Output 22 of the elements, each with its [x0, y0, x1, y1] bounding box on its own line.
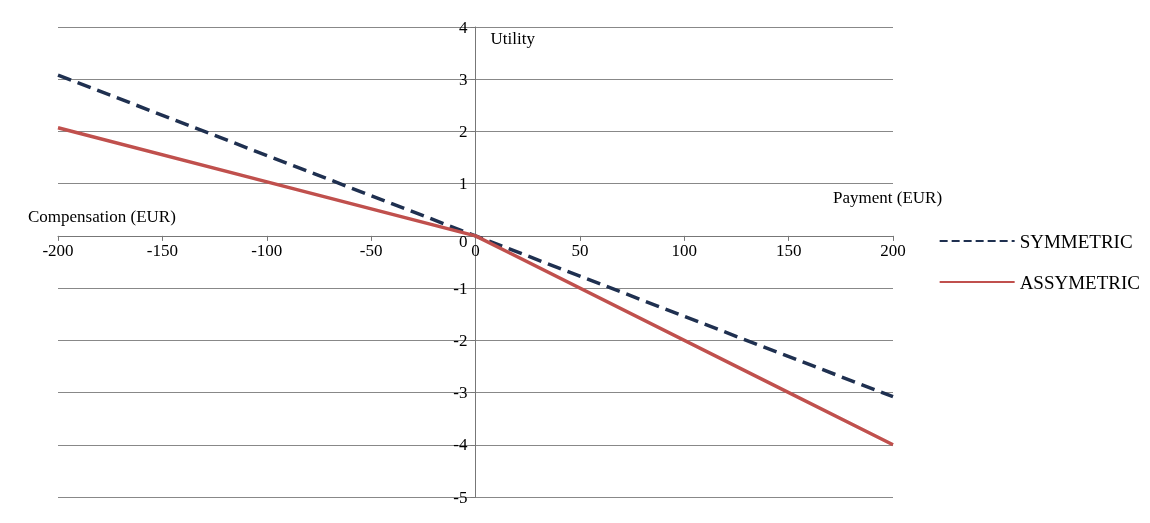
legend-label: SYMMETRIC [1019, 230, 1133, 252]
x-tick-label: -100 [251, 240, 283, 260]
y-tick-label: -4 [453, 435, 468, 455]
x-tick-label: 150 [775, 240, 802, 260]
y-tick-label: 2 [459, 121, 468, 141]
y-tick-label: 4 [459, 17, 468, 37]
annotation: Compensation (EUR) [28, 207, 176, 226]
x-tick-label: -50 [359, 240, 383, 260]
x-tick-label: 100 [671, 240, 697, 260]
y-tick-label: -1 [453, 278, 468, 298]
x-tick-label: 200 [880, 240, 906, 260]
x-tick-label: 50 [571, 240, 589, 260]
y-tick-label: -2 [453, 330, 468, 350]
y-tick-label: -5 [453, 487, 468, 507]
x-tick-label: -200 [42, 240, 74, 260]
legend-label: ASSYMETRIC [1019, 271, 1140, 293]
x-axis-title: Payment (EUR) [833, 187, 943, 207]
y-tick-label: -3 [453, 383, 468, 403]
y-tick-label: 3 [459, 69, 468, 89]
y-tick-label: 1 [459, 174, 468, 194]
x-tick-label: -150 [146, 240, 178, 260]
y-axis-title: Utility [490, 29, 536, 48]
